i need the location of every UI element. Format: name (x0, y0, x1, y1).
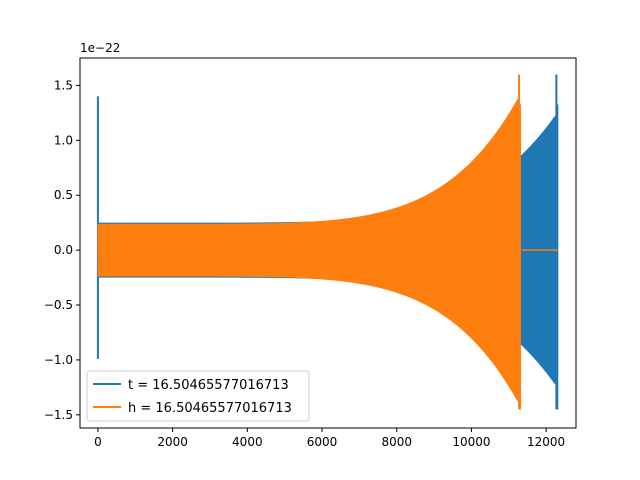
x-tick-label: 8000 (381, 435, 412, 449)
y-tick-label: −0.5 (44, 298, 73, 312)
y-tick-label: −1.0 (44, 353, 73, 367)
x-axis: 0 2000 4000 6000 8000 10000 12000 (94, 428, 565, 449)
y-tick-label: 1.0 (54, 133, 73, 147)
y-axis: −1.5 −1.0 −0.5 0.0 0.5 1.0 1.5 (44, 78, 80, 422)
y-tick-label: −1.5 (44, 408, 73, 422)
legend-label: h = 16.50465577016713 (128, 401, 292, 416)
legend-box (86, 370, 310, 422)
x-tick-label: 0 (94, 435, 102, 449)
y-tick-label: 1.5 (54, 78, 73, 92)
y-offset-label: 1e−22 (80, 41, 120, 55)
x-tick-label: 12000 (527, 435, 565, 449)
plot-frame (79, 57, 577, 429)
x-tick-label: 10000 (452, 435, 490, 449)
y-tick-label: 0.5 (54, 188, 73, 202)
x-tick-label: 6000 (307, 435, 338, 449)
legend: t = 16.50465577016713 h = 16.504655770167… (86, 370, 310, 422)
series-h (97, 74, 558, 410)
legend-label: t = 16.50465577016713 (128, 378, 289, 393)
x-tick-label: 2000 (157, 435, 188, 449)
series-layer (96, 74, 559, 410)
x-tick-label: 4000 (232, 435, 263, 449)
series-line (97, 98, 519, 402)
y-tick-label: 0.0 (54, 243, 73, 257)
